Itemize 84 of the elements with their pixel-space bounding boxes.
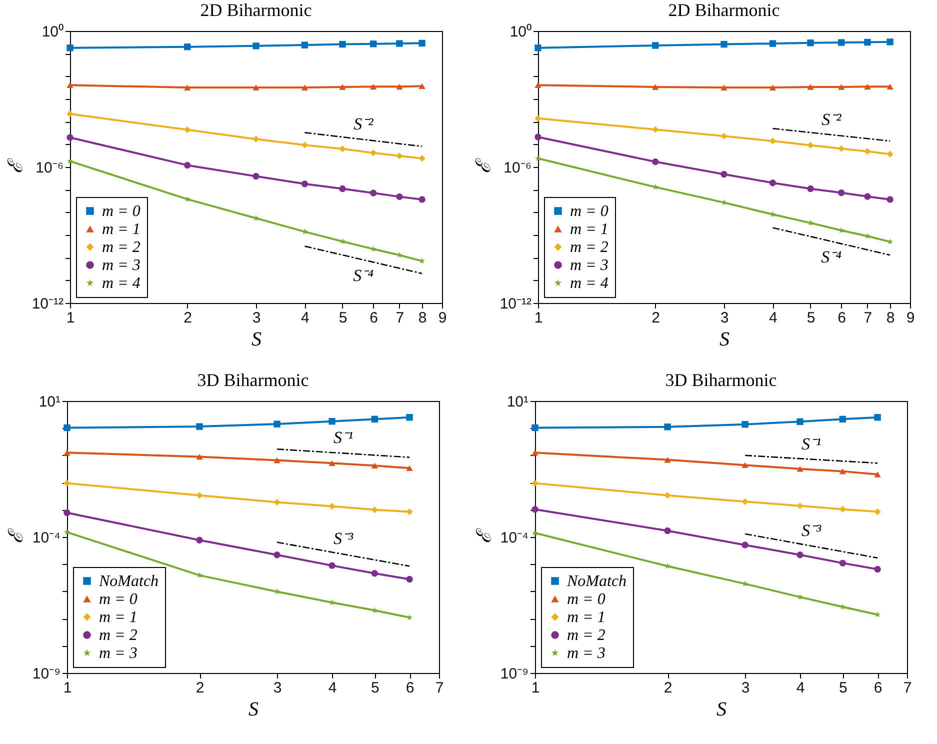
x-tick-label: 5 (338, 310, 348, 326)
y-tick-label: 10⁰ (510, 24, 532, 40)
x-tick-label: 9 (906, 310, 915, 326)
legend-label: m = 2 (567, 627, 606, 644)
legend-label: NoMatch (566, 573, 627, 590)
x-tick-label: 7 (903, 680, 912, 696)
legend-label: m = 2 (570, 239, 608, 256)
x-tick-label: 7 (396, 310, 404, 326)
series-label: S⁻³ (801, 520, 822, 540)
x-tick-label: 1 (63, 680, 72, 696)
y-axis-title: ℰ (473, 528, 496, 544)
series-label: S⁻⁴ (353, 266, 374, 285)
legend-label: m = 0 (99, 591, 138, 608)
legend-label: m = 1 (570, 221, 608, 238)
y-tick-label: 10⁻⁴ (32, 530, 60, 546)
chart-title: 3D Biharmonic (665, 370, 777, 390)
y-axis-title: ℰ (4, 158, 27, 174)
series-label: S⁻² (354, 114, 374, 134)
x-tick-label: 1 (531, 680, 540, 696)
x-tick-label: 3 (252, 310, 261, 326)
legend-label: m = 0 (567, 591, 606, 608)
series-label: S⁻² (822, 110, 842, 129)
x-tick-label: 5 (806, 310, 816, 326)
y-tick-label: 10⁻⁶ (36, 160, 64, 176)
y-tick-label: 10⁻⁹ (32, 666, 60, 682)
x-tick-label: 4 (301, 310, 310, 326)
x-tick-label: 6 (406, 680, 414, 696)
legend-label: m = 1 (102, 221, 140, 238)
y-axis-title: ℰ (5, 528, 28, 544)
chart-title: 3D Biharmonic (197, 370, 309, 390)
y-tick-label: 10¹ (38, 394, 60, 410)
x-tick-label: 8 (418, 310, 427, 326)
legend-label: m = 4 (102, 275, 140, 292)
x-tick-label: 3 (273, 680, 282, 696)
y-tick-label: 10⁻¹² (32, 296, 64, 312)
y-tick-label: 10⁻⁴ (500, 530, 528, 546)
y-axis-title: ℰ (472, 158, 495, 174)
legend-label: m = 3 (99, 645, 138, 662)
x-tick-label: 4 (769, 310, 778, 326)
legend-label: m = 1 (99, 609, 138, 626)
legend-label: m = 0 (570, 203, 608, 220)
legend-label: m = 3 (570, 257, 608, 274)
series-label: S⁻⁴ (821, 247, 842, 266)
x-tick-label: 5 (371, 680, 380, 696)
chart-title: 2D Biharmonic (668, 0, 780, 20)
y-tick-label: 10¹ (506, 394, 528, 410)
x-tick-label: 9 (438, 310, 447, 326)
x-axis-title: S (716, 698, 726, 720)
x-tick-label: 6 (838, 310, 846, 326)
legend-label: m = 3 (567, 645, 606, 662)
series-label: S⁻³ (333, 529, 354, 548)
x-tick-label: 8 (886, 310, 895, 326)
legend-label: m = 1 (567, 609, 606, 626)
x-tick-label: 2 (652, 310, 660, 326)
x-tick-label: 7 (864, 310, 872, 326)
series-label: S⁻¹ (801, 434, 822, 454)
x-tick-label: 1 (534, 310, 543, 326)
legend-label: m = 3 (102, 257, 140, 274)
legend-label: m = 2 (99, 627, 138, 644)
chart-title: 2D Biharmonic (200, 0, 312, 20)
y-tick-label: 10⁻⁹ (500, 666, 528, 682)
x-axis-title: S (720, 328, 730, 350)
x-tick-label: 2 (184, 310, 192, 326)
x-tick-label: 3 (720, 310, 729, 326)
y-tick-label: 10⁻⁶ (504, 160, 532, 176)
x-tick-label: 2 (664, 680, 672, 696)
series-label: S⁻¹ (333, 428, 354, 448)
y-tick-label: 10⁰ (42, 24, 64, 40)
x-tick-label: 3 (741, 680, 750, 696)
legend-label: NoMatch (98, 573, 159, 590)
x-tick-label: 6 (874, 680, 882, 696)
y-tick-label: 10⁻¹² (500, 296, 532, 312)
x-tick-label: 7 (435, 680, 444, 696)
legend-label: m = 0 (102, 203, 140, 220)
legend-label: m = 4 (570, 275, 608, 292)
legend-label: m = 2 (102, 239, 140, 256)
x-tick-label: 1 (66, 310, 75, 326)
x-tick-label: 4 (328, 680, 337, 696)
x-tick-label: 4 (796, 680, 805, 696)
x-axis-title: S (248, 698, 258, 720)
x-tick-label: 5 (839, 680, 848, 696)
x-tick-label: 2 (196, 680, 204, 696)
x-axis-title: S (252, 328, 262, 350)
x-tick-label: 6 (370, 310, 378, 326)
